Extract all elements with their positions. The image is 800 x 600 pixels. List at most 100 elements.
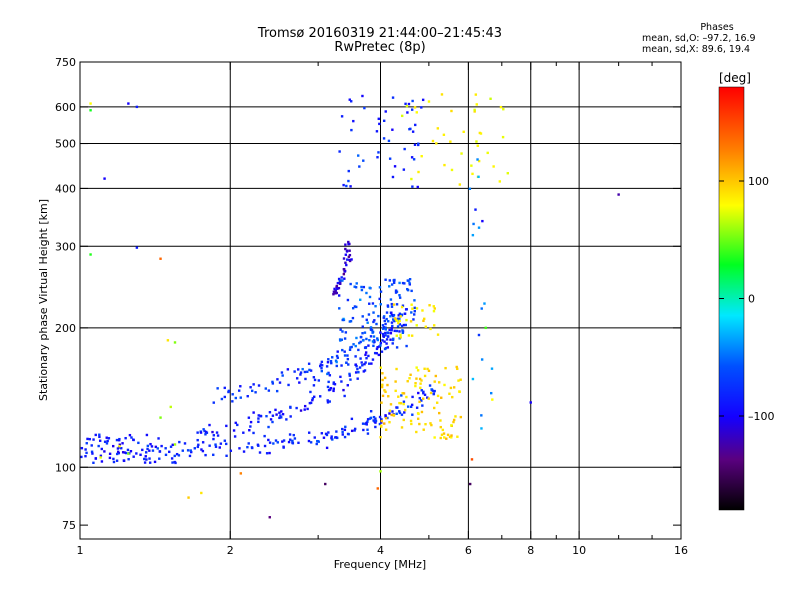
data-point	[400, 426, 404, 429]
y-axis-label: Stationary phase Virtual Height [km]	[37, 199, 50, 401]
data-point	[398, 296, 402, 299]
data-point	[98, 433, 101, 436]
data-point	[289, 438, 292, 441]
data-point	[308, 368, 311, 372]
data-point	[387, 331, 390, 335]
data-point	[490, 391, 493, 395]
data-point	[269, 418, 273, 421]
data-point	[348, 348, 352, 352]
data-point	[375, 322, 378, 326]
data-point	[429, 422, 432, 425]
data-point	[389, 332, 393, 335]
data-point	[381, 372, 384, 375]
data-point	[384, 416, 388, 420]
data-point	[84, 448, 87, 451]
data-point	[135, 452, 138, 455]
data-point	[320, 360, 324, 364]
data-point	[375, 352, 378, 355]
data-point	[400, 324, 404, 328]
data-point	[145, 458, 148, 461]
data-point	[238, 447, 241, 450]
data-point	[429, 327, 432, 331]
data-point	[375, 347, 379, 351]
data-point	[309, 401, 313, 405]
data-point	[173, 454, 176, 458]
data-point	[293, 370, 296, 373]
data-point	[287, 440, 291, 444]
data-point	[422, 390, 425, 394]
data-point	[380, 350, 384, 353]
data-point	[470, 164, 473, 167]
data-point	[325, 365, 329, 368]
data-point	[309, 390, 312, 394]
data-point	[289, 415, 292, 418]
data-point	[365, 337, 368, 341]
data-point	[529, 401, 532, 404]
data-point	[441, 428, 445, 432]
data-point	[372, 344, 375, 348]
data-point	[401, 329, 404, 332]
data-point	[319, 363, 323, 366]
data-point	[159, 257, 162, 260]
data-point	[336, 350, 339, 353]
data-point	[353, 427, 357, 431]
data-point	[410, 108, 414, 111]
data-point	[374, 419, 378, 423]
data-point	[343, 428, 347, 432]
data-point	[334, 292, 337, 295]
data-point	[427, 369, 431, 373]
data-point	[398, 319, 401, 323]
data-point	[358, 366, 362, 369]
data-point	[280, 416, 283, 419]
data-point	[229, 449, 233, 452]
data-point	[410, 303, 413, 306]
data-point	[332, 387, 335, 390]
data-point	[456, 367, 459, 371]
data-point	[103, 177, 106, 180]
data-point	[274, 439, 278, 442]
data-point	[332, 293, 335, 296]
data-point	[379, 341, 383, 345]
data-point	[373, 319, 376, 322]
data-point	[107, 437, 111, 440]
data-point	[257, 420, 260, 424]
data-point	[382, 326, 386, 329]
data-point	[411, 395, 414, 399]
data-point	[410, 334, 414, 337]
data-point	[415, 366, 418, 369]
data-point	[382, 334, 385, 338]
data-point	[390, 302, 394, 306]
data-point	[483, 302, 486, 305]
phases-o-stats: mean, sd,O: –97.2, 16.9	[642, 33, 756, 44]
data-point	[327, 358, 330, 361]
data-point	[328, 400, 331, 403]
data-point	[363, 331, 367, 334]
data-point	[384, 331, 387, 335]
data-point	[332, 389, 335, 393]
data-point	[416, 369, 420, 372]
data-point	[381, 332, 385, 336]
data-point	[454, 415, 457, 418]
colorbar-label: [deg]	[719, 71, 751, 85]
data-point	[413, 310, 416, 313]
data-point	[400, 305, 404, 309]
data-point	[202, 428, 205, 431]
data-point	[326, 372, 329, 376]
data-point	[256, 443, 260, 446]
data-point	[359, 298, 362, 301]
data-point	[424, 422, 427, 426]
data-point	[219, 442, 223, 445]
data-point	[433, 324, 436, 327]
data-point	[368, 417, 372, 420]
data-point	[368, 302, 371, 305]
data-point	[299, 373, 302, 376]
data-point	[380, 385, 384, 389]
data-point	[397, 321, 400, 325]
chart-subtitle: RwPretec (8p)	[334, 40, 426, 55]
data-point	[381, 327, 385, 330]
data-point	[249, 425, 252, 428]
data-point	[122, 459, 126, 462]
data-point	[395, 346, 399, 349]
data-point	[468, 187, 472, 190]
data-point	[376, 337, 379, 340]
